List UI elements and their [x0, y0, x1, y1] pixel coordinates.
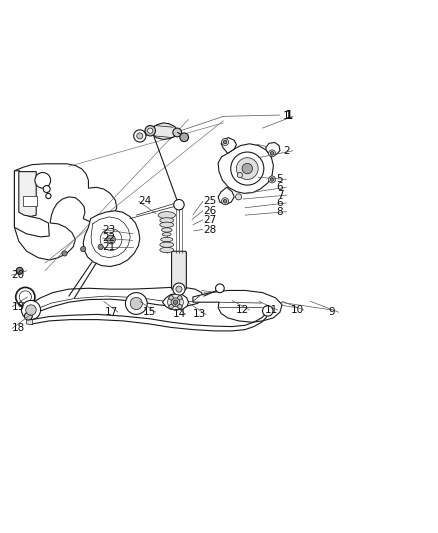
Circle shape — [223, 140, 227, 144]
Circle shape — [242, 163, 253, 174]
Circle shape — [178, 304, 182, 309]
Circle shape — [270, 151, 274, 155]
Circle shape — [46, 193, 51, 199]
Circle shape — [26, 305, 36, 315]
Polygon shape — [28, 287, 204, 315]
Text: 21: 21 — [102, 242, 116, 252]
Text: 22: 22 — [102, 233, 116, 243]
Circle shape — [176, 286, 182, 292]
FancyBboxPatch shape — [172, 251, 186, 289]
Circle shape — [35, 173, 50, 188]
Ellipse shape — [161, 237, 173, 241]
Circle shape — [169, 296, 173, 300]
Text: 23: 23 — [102, 224, 116, 235]
Polygon shape — [218, 187, 234, 205]
Circle shape — [130, 297, 142, 310]
Text: 11: 11 — [265, 305, 278, 315]
Ellipse shape — [160, 218, 174, 223]
Text: 5: 5 — [277, 174, 283, 184]
Bar — [23, 196, 37, 206]
Text: 27: 27 — [203, 215, 216, 225]
Text: 26: 26 — [203, 206, 216, 216]
Polygon shape — [83, 211, 140, 266]
Text: 12: 12 — [237, 305, 250, 315]
Polygon shape — [193, 290, 282, 322]
Circle shape — [180, 133, 188, 142]
Text: 15: 15 — [143, 307, 156, 317]
Circle shape — [178, 296, 182, 300]
Text: 17: 17 — [105, 307, 118, 317]
Circle shape — [107, 235, 116, 244]
Ellipse shape — [162, 232, 171, 236]
Circle shape — [174, 199, 184, 210]
Circle shape — [223, 199, 227, 203]
Text: 19: 19 — [12, 302, 25, 312]
Text: 6: 6 — [277, 182, 283, 192]
Text: 28: 28 — [203, 224, 216, 235]
Circle shape — [125, 293, 147, 314]
Circle shape — [173, 283, 185, 295]
Ellipse shape — [162, 228, 172, 232]
Text: 7: 7 — [277, 190, 283, 200]
Circle shape — [237, 158, 258, 180]
Circle shape — [25, 312, 32, 320]
Circle shape — [236, 194, 242, 200]
Circle shape — [62, 251, 67, 256]
Text: 24: 24 — [138, 196, 152, 206]
Circle shape — [268, 176, 276, 183]
Circle shape — [137, 133, 143, 139]
Circle shape — [148, 128, 153, 133]
Polygon shape — [221, 138, 237, 154]
Polygon shape — [266, 142, 280, 157]
Polygon shape — [218, 144, 273, 193]
Circle shape — [134, 130, 146, 142]
Polygon shape — [14, 171, 49, 237]
Text: 13: 13 — [193, 309, 206, 319]
Circle shape — [168, 294, 184, 310]
Circle shape — [21, 301, 41, 320]
Circle shape — [222, 198, 229, 205]
Text: 2: 2 — [283, 146, 290, 156]
Text: 25: 25 — [203, 196, 216, 206]
Polygon shape — [14, 164, 117, 260]
Ellipse shape — [158, 212, 176, 219]
Text: 1: 1 — [283, 111, 290, 122]
Circle shape — [16, 268, 23, 274]
Circle shape — [171, 298, 180, 306]
Ellipse shape — [160, 242, 174, 247]
Circle shape — [81, 246, 86, 252]
Polygon shape — [162, 294, 188, 310]
Ellipse shape — [160, 222, 174, 228]
Ellipse shape — [160, 247, 174, 253]
Circle shape — [237, 173, 243, 177]
Polygon shape — [19, 172, 36, 216]
Text: 14: 14 — [172, 309, 186, 319]
Text: 1: 1 — [285, 109, 293, 122]
Circle shape — [100, 229, 122, 251]
Circle shape — [98, 244, 103, 249]
Circle shape — [270, 177, 274, 181]
Polygon shape — [149, 123, 178, 140]
Polygon shape — [27, 318, 33, 325]
Circle shape — [43, 185, 50, 192]
Circle shape — [169, 304, 173, 309]
Text: 6: 6 — [277, 198, 283, 208]
Circle shape — [268, 150, 276, 157]
Text: 20: 20 — [11, 270, 25, 280]
Circle shape — [173, 128, 182, 137]
Circle shape — [145, 125, 155, 136]
Text: 18: 18 — [12, 324, 25, 333]
Circle shape — [173, 300, 178, 304]
Text: 10: 10 — [291, 305, 304, 315]
Text: 9: 9 — [329, 307, 336, 317]
Circle shape — [16, 287, 35, 306]
Text: 8: 8 — [277, 207, 283, 216]
Circle shape — [262, 305, 273, 316]
Circle shape — [215, 284, 224, 293]
Circle shape — [222, 139, 229, 146]
Circle shape — [19, 291, 32, 303]
Circle shape — [231, 152, 264, 185]
